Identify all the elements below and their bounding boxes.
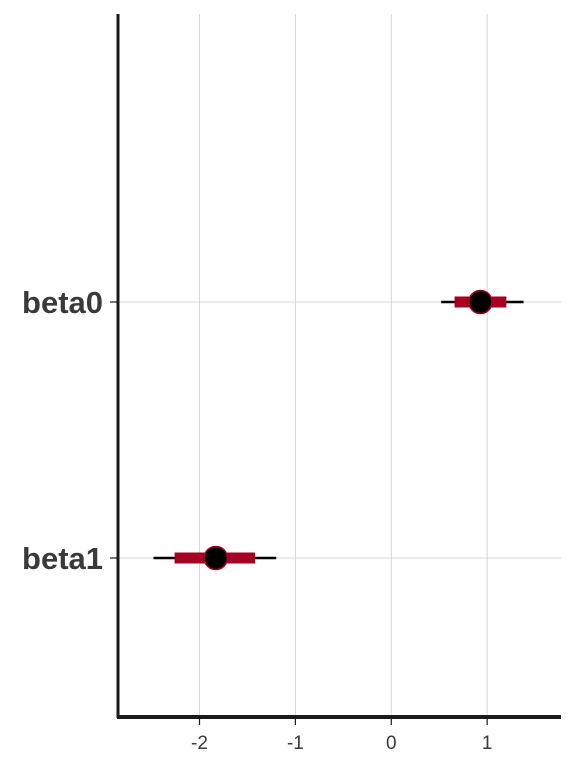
y-ticks: beta0 beta1: [22, 285, 117, 576]
point-estimate: [203, 545, 229, 571]
x-tick-label: -2: [191, 733, 208, 754]
y-tick-label: beta0: [22, 285, 103, 320]
x-tick-label: 1: [482, 733, 493, 754]
x-tick-label: -1: [287, 733, 304, 754]
interval-marks: [153, 289, 524, 571]
x-gridlines: [199, 14, 488, 717]
point-estimate: [468, 289, 493, 315]
x-tick-label: 0: [386, 733, 397, 754]
x-ticks: -2 -1 0 1: [191, 719, 492, 754]
axes: [116, 14, 561, 719]
y-tick-label: beta1: [22, 541, 103, 576]
y-gridlines: [118, 301, 561, 559]
